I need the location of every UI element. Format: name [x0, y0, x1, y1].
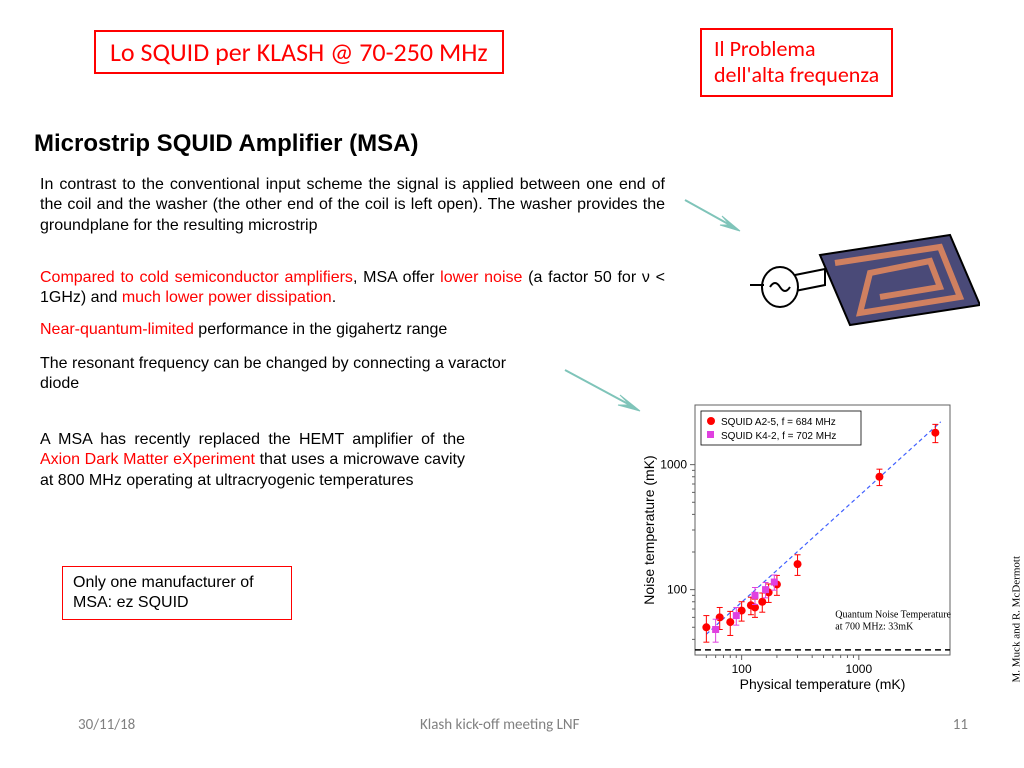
section-heading: Microstrip SQUID Amplifier (MSA)	[34, 130, 418, 158]
problem-title: Il Problema dell'alta frequenza	[700, 28, 893, 97]
main-title: Lo SQUID per KLASH @ 70-250 MHz	[94, 30, 504, 74]
footer-date: 30/11/18	[78, 716, 135, 734]
noise-chart: 10010001001000Physical temperature (mK)N…	[640, 395, 960, 695]
callout-box: Only one manufacturer of MSA: ez SQUID	[62, 566, 292, 620]
svg-text:Quantum Noise Temperature: Quantum Noise Temperature	[835, 609, 951, 620]
para-2: Compared to cold semiconductor amplifier…	[40, 268, 665, 309]
svg-text:100: 100	[667, 583, 687, 597]
svg-text:1000: 1000	[660, 458, 687, 472]
svg-text:1000: 1000	[845, 662, 872, 676]
svg-text:SQUID K4-2, f = 702 MHz: SQUID K4-2, f = 702 MHz	[721, 431, 836, 442]
msa-diagram	[730, 205, 980, 355]
chart-credit: M. Muck and R. McDermott	[1010, 556, 1022, 682]
svg-text:Noise temperature (mK): Noise temperature (mK)	[641, 455, 657, 604]
para-3: Near-quantum-limited performance in the …	[40, 320, 665, 340]
svg-text:Physical temperature (mK): Physical temperature (mK)	[740, 676, 906, 692]
problem-l2: dell'alta frequenza	[714, 61, 879, 88]
para-4: The resonant frequency can be changed by…	[40, 354, 520, 395]
svg-text:at 700 MHz: 33mK: at 700 MHz: 33mK	[835, 621, 914, 632]
footer-page: 11	[953, 716, 968, 734]
para-1: In contrast to the conventional input sc…	[40, 175, 665, 236]
footer-center: Klash kick-off meeting LNF	[420, 716, 579, 734]
arrow-icon	[560, 365, 650, 420]
problem-l1: Il Problema	[714, 35, 816, 62]
svg-text:SQUID A2-5, f = 684 MHz: SQUID A2-5, f = 684 MHz	[721, 417, 836, 428]
para-5: A MSA has recently replaced the HEMT amp…	[40, 430, 465, 491]
svg-text:100: 100	[732, 662, 752, 676]
